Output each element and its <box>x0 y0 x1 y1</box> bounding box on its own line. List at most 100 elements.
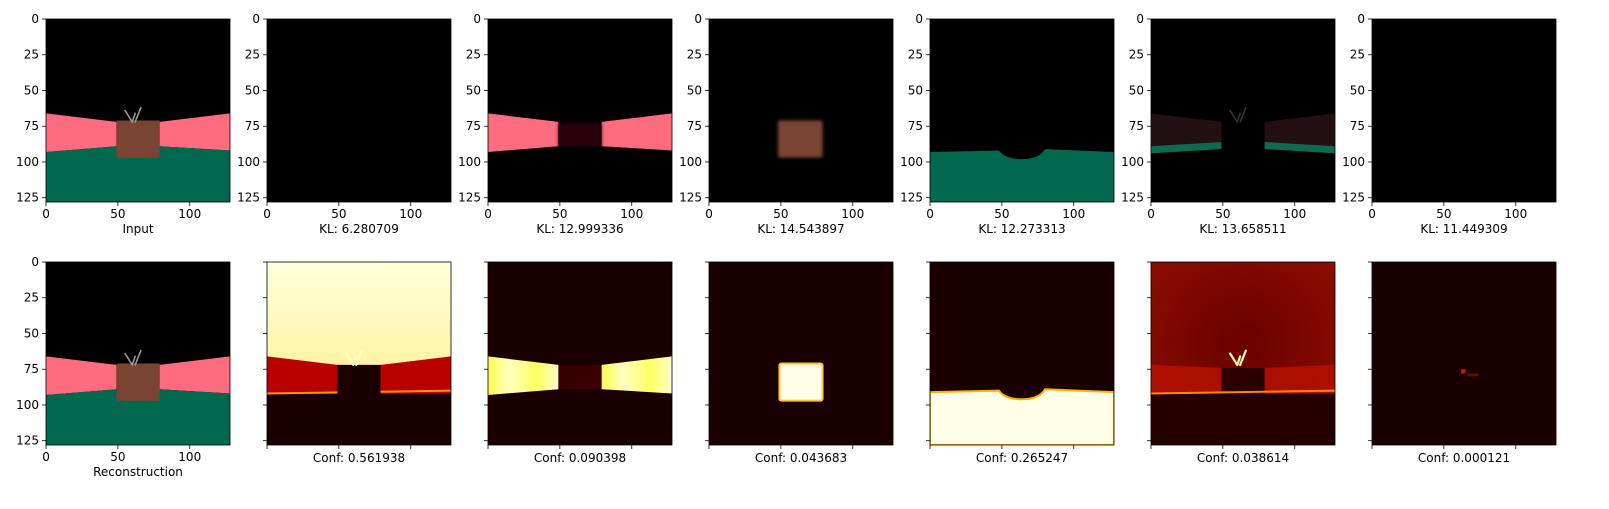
y-tick-label: 50 <box>466 83 481 97</box>
y-tick-label: 100 <box>679 155 702 169</box>
y-tick-label: 100 <box>1121 155 1144 169</box>
panel-image <box>1372 19 1556 202</box>
panel-mask-empty: Conf: 0.000121 <box>1368 261 1557 465</box>
panel-frame <box>1150 18 1336 203</box>
antenna-stroke <box>1239 106 1247 123</box>
panel-caption: KL: 11.449309 <box>1420 222 1507 236</box>
y-tick-label: 75 <box>1129 119 1144 133</box>
slot-antenna-faint <box>1229 106 1247 123</box>
scene-floor <box>46 146 230 202</box>
panel-frame <box>45 261 231 446</box>
y-tick-label: 100 <box>900 155 923 169</box>
x-tick-label: 100 <box>1062 207 1085 221</box>
panel-caption: KL: 14.543897 <box>757 222 844 236</box>
y-tick-label: 25 <box>466 48 481 62</box>
y-tick-label: 125 <box>900 191 923 205</box>
mask-floor-dark <box>267 393 451 445</box>
y-tick-label: 0 <box>694 12 702 26</box>
y-tick-label: 75 <box>1350 119 1365 133</box>
panel-frame <box>929 261 1115 446</box>
scene-wall-left <box>46 356 117 395</box>
slot-floor <box>930 149 1114 202</box>
y-tick-label: 25 <box>245 48 260 62</box>
y-tick-label: 0 <box>1136 12 1144 26</box>
slot-wall-right <box>601 113 672 151</box>
y-tick-label: 50 <box>24 326 39 340</box>
panel-frame <box>487 261 673 446</box>
x-tick-label: 50 <box>773 207 788 221</box>
panel-caption: Conf: 0.000121 <box>1418 451 1510 465</box>
x-tick-label: 0 <box>926 207 934 221</box>
y-tick-label: 75 <box>24 119 39 133</box>
panel-caption: KL: 12.273313 <box>978 222 1065 236</box>
mask-antenna-glow <box>1228 349 1247 367</box>
y-tick-label: 125 <box>237 191 260 205</box>
slot-wall-left <box>488 113 559 152</box>
slot-wall-faint-right <box>1264 113 1335 151</box>
y-tick-label: 25 <box>1129 48 1144 62</box>
slot-object <box>778 120 823 158</box>
antenna-stroke <box>124 352 134 366</box>
y-tick-label: 100 <box>16 155 39 169</box>
scene-floor <box>46 389 230 445</box>
panel-caption: KL: 13.658511 <box>1199 222 1286 236</box>
slot-background <box>267 19 451 202</box>
panel-caption: Reconstruction <box>93 465 183 479</box>
scene-wall-left <box>46 113 117 152</box>
x-tick-label: 50 <box>994 207 1009 221</box>
y-tick-label: 0 <box>31 255 39 269</box>
x-tick-label: 50 <box>1436 207 1451 221</box>
panel-frame <box>487 18 673 203</box>
antenna-stroke <box>1236 355 1242 367</box>
y-tick-label: 25 <box>687 48 702 62</box>
antenna-stroke <box>134 349 142 366</box>
y-tick-label: 75 <box>466 119 481 133</box>
slot-background <box>1151 19 1335 202</box>
antenna-stroke <box>1239 349 1247 367</box>
mask-background <box>1372 262 1556 445</box>
panel-image <box>930 262 1114 445</box>
y-tick-label: 50 <box>1129 83 1144 97</box>
y-tick-label: 50 <box>245 83 260 97</box>
slot-occlusion-shadow <box>558 123 602 147</box>
panel-mask-residual: Conf: 0.038614 <box>1147 261 1336 465</box>
y-tick-label: 100 <box>16 398 39 412</box>
panel-caption: Conf: 0.561938 <box>313 451 405 465</box>
y-tick-label: 0 <box>31 12 39 26</box>
y-tick-label: 125 <box>458 191 481 205</box>
y-tick-label: 100 <box>458 155 481 169</box>
panel-frame <box>708 261 894 446</box>
panel-faint-residual: 0 50 100 0 25 50 75 100 125 KL: 13.658511 <box>1121 12 1336 236</box>
mask-object-gap <box>558 364 602 390</box>
antenna-stroke <box>134 106 142 123</box>
panel-image <box>709 19 893 202</box>
x-tick-label: 100 <box>399 207 422 221</box>
panel-image <box>488 19 672 202</box>
panel-image <box>267 19 451 202</box>
y-tick-label: 50 <box>908 83 923 97</box>
y-tick-label: 0 <box>473 12 481 26</box>
panel-mask-background: Conf: 0.561938 <box>263 261 452 465</box>
x-tick-label: 50 <box>110 207 125 221</box>
antenna-stroke <box>1228 352 1239 367</box>
y-tick-label: 125 <box>1342 191 1365 205</box>
antenna-stroke <box>352 355 358 366</box>
panel-full-scene: 0 50 100 0 25 50 75 100 125 Reconstruction <box>16 255 231 479</box>
panel-full-scene: 0 50 100 0 25 50 75 100 125 Input <box>16 12 231 236</box>
x-tick-label: 100 <box>178 450 201 464</box>
x-tick-label: 0 <box>42 207 50 221</box>
x-tick-label: 50 <box>1215 207 1230 221</box>
x-tick-label: 0 <box>705 207 713 221</box>
mask-floor-dark <box>1151 393 1335 445</box>
y-tick-label: 125 <box>679 191 702 205</box>
y-tick-label: 125 <box>16 191 39 205</box>
scene-object <box>116 120 160 158</box>
panel-image <box>46 262 230 445</box>
y-tick-label: 0 <box>252 12 260 26</box>
mask-background <box>488 262 672 445</box>
x-tick-label: 0 <box>1147 207 1155 221</box>
x-tick-label: 100 <box>1283 207 1306 221</box>
x-tick-label: 0 <box>1368 207 1376 221</box>
panel-frame <box>1371 261 1557 446</box>
panel-object: 0 50 100 0 25 50 75 100 125 KL: 14.543897 <box>679 12 894 236</box>
